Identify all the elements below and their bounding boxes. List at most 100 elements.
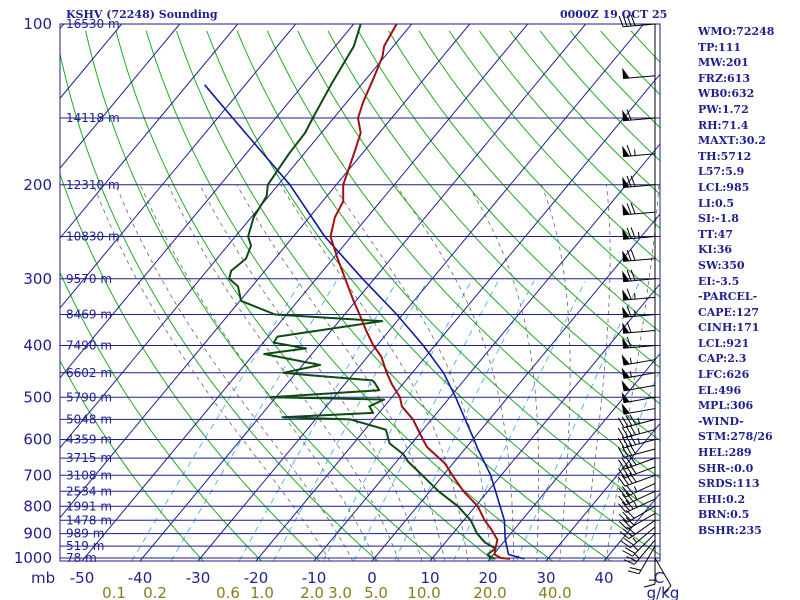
- dry-adiabats: [60, 30, 660, 561]
- wind-flag: [621, 380, 630, 391]
- moist-adiabat: [395, 184, 515, 561]
- wind-barb: [621, 354, 656, 366]
- height-label: 519 m: [66, 539, 104, 553]
- wind-barb-full: [626, 556, 638, 562]
- wind-flag: [622, 270, 630, 282]
- wind-barb-half: [634, 149, 636, 156]
- wind-barb: [621, 403, 656, 415]
- wind-barb-full: [630, 202, 636, 214]
- height-label: 6602 m: [66, 366, 112, 380]
- wind-barb-full: [626, 288, 632, 300]
- height-label: 78 m: [66, 551, 97, 565]
- pressure-tick-label: 800: [23, 497, 52, 515]
- mixing-ratio-line: [131, 280, 302, 561]
- parcel-trace: [203, 84, 525, 560]
- wind-barb: [643, 552, 656, 588]
- wind-shaft: [625, 490, 656, 506]
- dry-adiabat: [176, 30, 611, 561]
- wind-barb-full: [626, 336, 632, 348]
- wind-barb-full: [621, 436, 629, 448]
- wind-barb: [619, 519, 656, 540]
- wind-shaft: [632, 533, 656, 557]
- index-line: LCL:985: [698, 180, 750, 194]
- temperature-unit-label: C: [654, 569, 664, 587]
- height-label: 9570 m: [66, 272, 112, 286]
- height-label: 10830 m: [66, 230, 120, 244]
- wind-barb-full: [626, 249, 632, 261]
- dry-adiabat: [297, 30, 660, 442]
- wind-barb-full: [629, 567, 642, 571]
- isotherm: [371, 213, 660, 561]
- temperature-tick-label: 30: [536, 569, 555, 587]
- wind-barb-full: [625, 499, 634, 510]
- wind-barb-full: [629, 424, 637, 436]
- isotherm: [429, 283, 660, 561]
- wind-flag: [622, 289, 630, 301]
- wind-barb-full: [617, 447, 625, 458]
- temperature-tick-label: 40: [594, 569, 613, 587]
- wind-flag: [621, 403, 630, 415]
- isotherm: [81, 24, 529, 561]
- pressure-tick-label: 500: [23, 388, 52, 406]
- height-label: 1991 m: [66, 499, 112, 513]
- wind-barb-full: [625, 517, 635, 526]
- mixing-ratio-label: 2.0: [300, 584, 324, 600]
- mixing-ratio-label: 0.1: [102, 584, 126, 600]
- wind-barb-full: [621, 486, 630, 496]
- wind-barb-full: [621, 426, 629, 438]
- dry-adiabat: [448, 30, 660, 263]
- wind-barb-full: [621, 475, 630, 486]
- index-line: EHI:0.2: [698, 492, 746, 506]
- wind-barb-half: [629, 357, 632, 364]
- temperature-tick-label: -30: [186, 569, 211, 587]
- wind-barb-full: [627, 570, 640, 575]
- isotherm: [139, 24, 587, 561]
- isotherm: [487, 352, 660, 561]
- wind-barb-half: [633, 545, 639, 551]
- moist-adiabat: [236, 184, 446, 561]
- wind-barb-full: [630, 14, 636, 26]
- wind-barb: [622, 249, 656, 262]
- wind-barb-full: [623, 538, 634, 546]
- index-line: MAXT:30.2: [698, 134, 766, 148]
- wind-barb-full: [643, 583, 656, 588]
- wind-barb-full: [620, 540, 631, 549]
- wind-barb-full: [626, 305, 632, 317]
- temperature-tick-label: 0: [367, 569, 377, 587]
- wind-flag: [622, 176, 630, 188]
- mixing-ratio-label: 40.0: [538, 584, 571, 600]
- isotherm: [60, 24, 239, 239]
- moist-adiabat: [199, 184, 423, 561]
- index-line: -PARCEL-: [698, 290, 758, 304]
- wind-shaft: [624, 466, 656, 479]
- mixing-ratio-line: [238, 280, 398, 561]
- pressure-tick-label: 1000: [14, 549, 52, 567]
- wind-barb: [622, 227, 656, 240]
- wind-barb-full: [618, 503, 627, 513]
- index-line: SHR-:0.0: [698, 461, 754, 475]
- mixing-ratio-label: 0.2: [143, 584, 167, 600]
- pressure-tick-label: 600: [23, 431, 52, 449]
- wind-barb-half: [634, 554, 640, 559]
- wind-shaft: [623, 345, 656, 349]
- mixing-ratio-line: [516, 280, 641, 561]
- wind-shaft: [624, 457, 656, 470]
- wind-barb: [622, 109, 656, 122]
- wind-barb-full: [617, 468, 626, 479]
- wind-barb-full: [625, 456, 633, 467]
- wind-barb-full: [626, 270, 632, 282]
- dry-adiabat: [327, 30, 660, 405]
- mixing-ratio-label: 10.0: [407, 584, 440, 600]
- wind-shaft: [623, 153, 656, 158]
- index-line: LCL:921: [698, 336, 750, 350]
- index-line: CINH:171: [698, 321, 760, 335]
- wind-shaft: [630, 526, 656, 548]
- wind-barb-full: [626, 175, 632, 187]
- dry-adiabat: [418, 30, 660, 298]
- index-line: MW:201: [698, 56, 749, 70]
- wind-barb-half: [637, 437, 640, 444]
- temperature-tick-label: 20: [478, 569, 497, 587]
- wind-barb-full: [617, 417, 625, 428]
- wind-barb-full: [629, 472, 637, 483]
